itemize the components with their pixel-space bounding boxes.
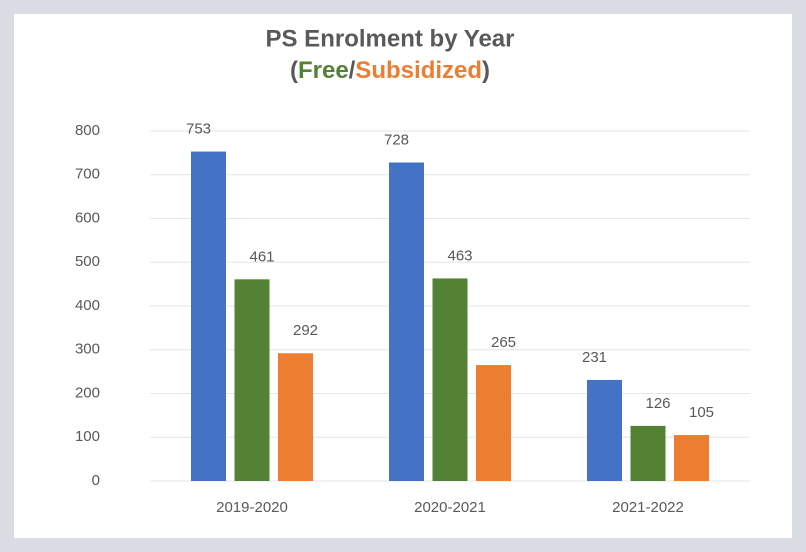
data-label: 265 [491, 334, 516, 351]
y-tick-label: 700 [75, 166, 100, 183]
data-label: 728 [384, 131, 409, 148]
subtitle-part: / [349, 57, 356, 84]
y-tick-label: 300 [75, 341, 100, 358]
chart-subtitle: (Free/Subsidized) [290, 57, 490, 84]
bar [234, 279, 270, 481]
data-label: 105 [689, 404, 714, 421]
x-tick-label: 2021-2022 [612, 499, 684, 516]
data-label: 463 [447, 247, 472, 264]
y-tick-label: 500 [75, 253, 100, 270]
subtitle-part: ( [290, 57, 298, 84]
bar [630, 425, 666, 481]
y-tick-label: 600 [75, 209, 100, 226]
x-tick-label: 2019-2020 [216, 499, 288, 516]
data-label: 126 [645, 395, 670, 412]
y-tick-label: 100 [75, 428, 100, 445]
data-label: 753 [186, 121, 211, 138]
data-label: 231 [582, 349, 607, 366]
subtitle-part: Subsidized [355, 57, 482, 84]
y-tick-label: 800 [75, 122, 100, 139]
x-tick-label: 2020-2021 [414, 499, 486, 516]
data-label: 461 [249, 248, 274, 265]
bar [587, 379, 622, 481]
subtitle-part: ) [482, 57, 490, 84]
bar [278, 353, 313, 481]
bar [432, 278, 468, 481]
subtitle-part: Free [298, 57, 349, 84]
y-tick-label: 200 [75, 384, 100, 401]
y-tick-label: 0 [92, 472, 100, 489]
bar [674, 435, 709, 481]
bar [389, 162, 424, 481]
y-tick-label: 400 [75, 297, 100, 314]
bar [191, 151, 226, 481]
chart-title: PS Enrolment by Year [266, 25, 515, 52]
data-label: 292 [293, 322, 318, 339]
bar [476, 365, 511, 481]
